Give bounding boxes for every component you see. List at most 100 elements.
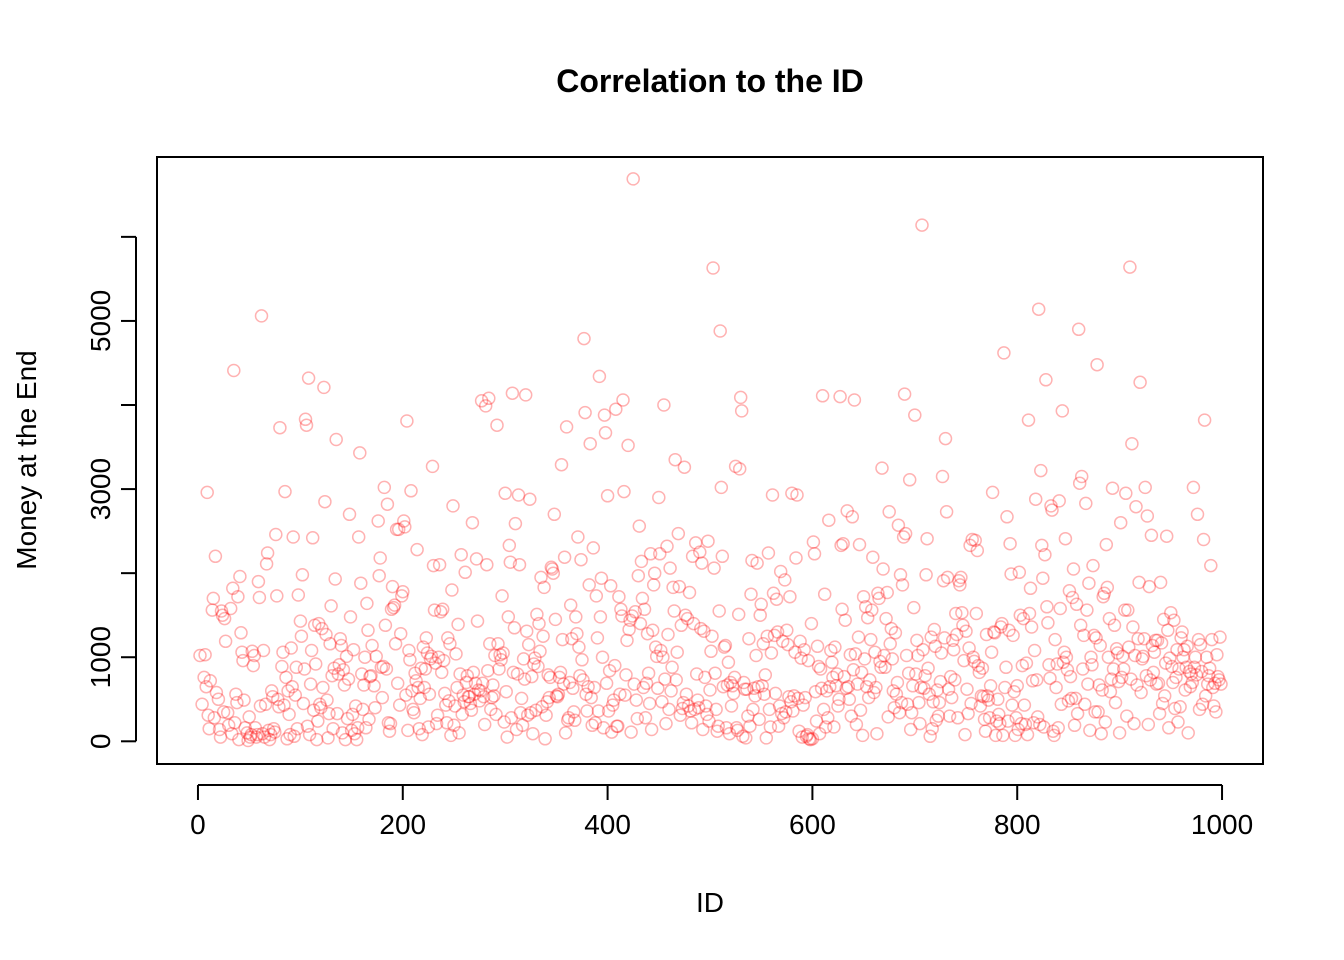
data-point [514,691,529,706]
data-point [769,592,784,606]
data-point [385,579,400,594]
data-point [1106,662,1121,676]
data-point [518,388,533,402]
data-point [1172,662,1186,676]
data-point [598,426,613,440]
data-point [699,699,713,713]
data-point [351,530,366,544]
data-point [560,713,575,728]
data-point [209,685,224,700]
x-tick-label: 200 [379,809,426,840]
data-point [605,698,620,712]
data-point [981,693,996,707]
data-point [1186,480,1201,495]
data-point [878,660,892,675]
data-point [1158,656,1173,670]
data-point [1051,721,1065,735]
data-point [1020,727,1035,742]
data-point [481,663,495,678]
data-point [883,637,897,651]
data-point [263,727,278,742]
data-point [587,680,602,695]
data-point [1162,721,1176,735]
data-point [671,526,686,541]
data-point [301,371,316,385]
data-point [281,684,295,698]
data-point [655,695,669,709]
data-point [539,708,553,722]
data-point [1174,631,1188,645]
data-point [277,698,291,712]
data-point [1055,404,1070,418]
data-point [969,606,984,621]
data-point [796,698,810,712]
data-point [608,658,622,673]
data-point [620,633,634,648]
data-point [1097,586,1112,601]
data-point [453,667,467,681]
data-point [1124,672,1138,686]
data-point [1211,669,1225,684]
data-point [944,690,959,705]
data-point [1171,715,1185,729]
data-point [1081,677,1095,691]
data-point [380,497,395,511]
data-point [658,672,672,686]
data-point [667,604,681,618]
data-point [432,557,447,572]
data-point [440,716,454,730]
data-point [524,705,538,720]
data-point [1110,646,1125,660]
data-point [361,623,375,638]
data-point [684,716,699,730]
data-point [687,702,702,717]
data-point [430,708,445,722]
data-point [488,648,502,663]
data-point [199,679,213,694]
data-point [1200,677,1215,691]
data-point [578,405,592,420]
data-point [1156,612,1171,627]
data-point [495,589,509,603]
data-point [922,687,936,701]
data-point [474,394,489,408]
data-point [812,726,827,741]
data-point [833,389,847,404]
data-point [218,634,233,649]
data-point [662,702,676,717]
data-point [316,680,330,695]
data-point [816,702,831,717]
data-point [536,629,550,643]
data-point [704,644,718,659]
data-point [597,408,612,422]
data-point [375,690,390,705]
data-point [391,522,406,537]
data-point [327,661,341,675]
data-point [617,484,631,499]
data-point [858,600,873,614]
data-point [801,653,816,668]
data-point [952,573,966,588]
data-point [1021,413,1036,427]
data-point [805,732,820,746]
data-point [782,689,796,704]
data-point [1011,722,1025,737]
data-point [446,499,460,513]
data-point [743,719,757,733]
data-point [863,673,877,687]
data-point [624,725,638,739]
data-point [869,680,883,695]
data-point [1090,357,1104,372]
data-point [417,680,432,695]
data-point [347,726,362,741]
data-point [1189,668,1204,682]
data-point [1006,628,1020,643]
data-point [1095,683,1109,697]
data-point [946,642,961,657]
x-tick-label: 0 [190,809,206,840]
data-point [399,688,413,702]
data-point [609,402,623,416]
data-point [843,647,858,662]
data-point [1091,705,1105,719]
data-point [276,645,290,659]
